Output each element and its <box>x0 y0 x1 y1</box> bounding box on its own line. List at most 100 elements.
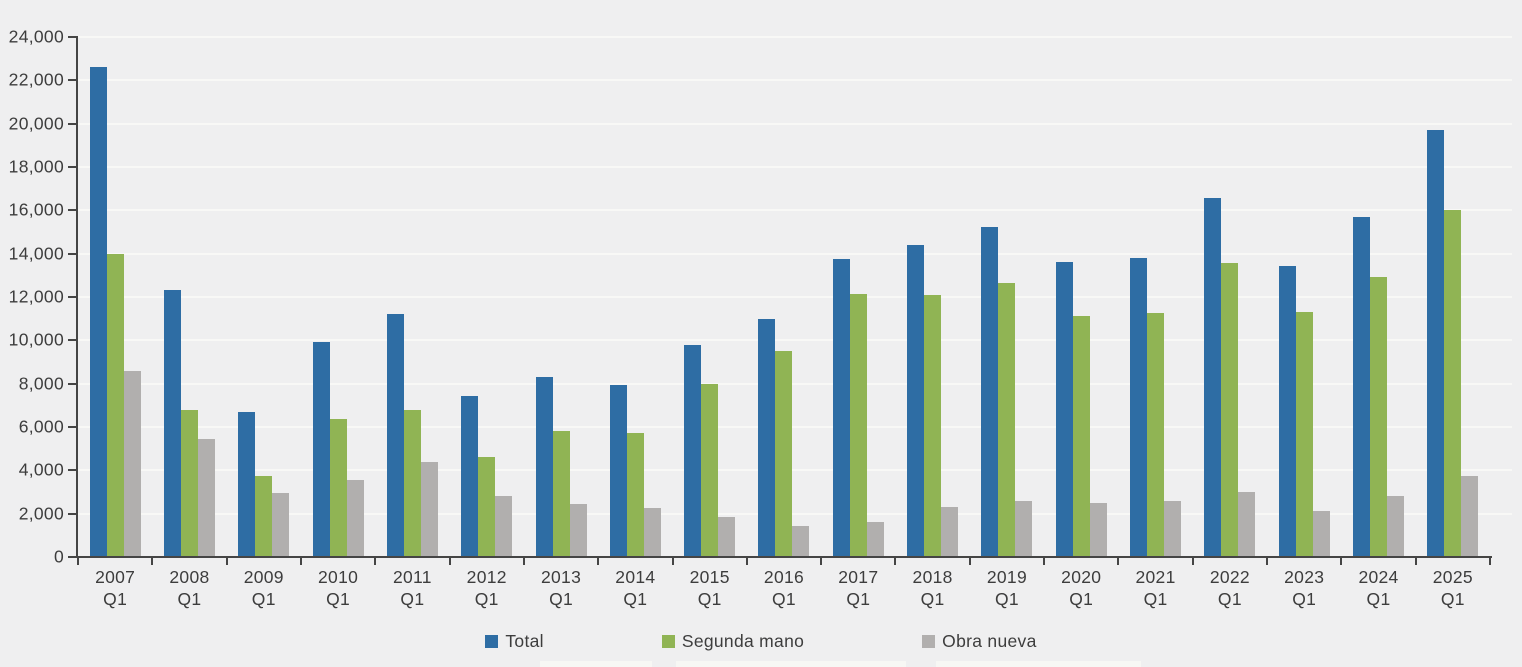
x-axis-label: 2019 Q1 <box>970 566 1044 610</box>
x-axis-label: 2013 Q1 <box>524 566 598 610</box>
x-axis-tick <box>374 558 377 565</box>
cutoff-strip <box>936 661 1141 667</box>
legend-label: Segunda mano <box>681 631 805 651</box>
y-axis-label: 0 <box>53 546 64 567</box>
y-axis-label: 10,000 <box>8 329 64 350</box>
bar-obra-nueva <box>420 462 438 557</box>
bar-group <box>1193 36 1267 557</box>
x-axis-label: 2015 Q1 <box>673 566 747 610</box>
bar-group <box>1267 36 1341 557</box>
y-axis-label: 24,000 <box>8 26 64 47</box>
bar-total <box>386 314 404 557</box>
bar-segunda-mano <box>106 254 124 557</box>
x-axis-label: 2023 Q1 <box>1267 566 1341 610</box>
grid-line <box>78 512 1512 515</box>
legend-swatch <box>485 635 499 648</box>
x-axis-label-year: 2016 <box>763 567 805 587</box>
x-axis-label: 2012 Q1 <box>450 566 524 610</box>
bar-segunda-mano <box>924 295 942 557</box>
x-axis-tick <box>1414 558 1417 565</box>
x-axis-tick <box>968 558 971 565</box>
y-axis-tick <box>68 122 76 125</box>
y-axis-label: 4,000 <box>18 459 64 480</box>
bar-obra-nueva <box>1238 492 1256 557</box>
x-axis-label: 2025 Q1 <box>1416 566 1490 610</box>
bar-group <box>450 36 524 557</box>
y-axis-tick <box>68 556 76 558</box>
bar-obra-nueva <box>1387 496 1405 557</box>
x-axis-label: 2009 Q1 <box>227 566 301 610</box>
x-axis-label-quarter: Q1 <box>623 589 648 609</box>
y-axis-tick <box>68 382 76 385</box>
bar-total <box>1353 217 1371 557</box>
bar-total <box>832 259 850 557</box>
legend: Total Segunda mano Obra nueva <box>0 631 1522 652</box>
legend-swatch <box>922 635 936 648</box>
bar-total <box>1278 266 1296 557</box>
bar-obra-nueva <box>1461 476 1479 557</box>
bar-group <box>524 36 598 557</box>
bar-segunda-mano <box>1147 313 1165 557</box>
bar-obra-nueva <box>718 517 736 557</box>
legend-item-total: Total <box>485 631 544 652</box>
x-axis-tick <box>1117 558 1120 565</box>
bar-group <box>375 36 449 557</box>
x-axis-label: 2008 Q1 <box>152 566 226 610</box>
x-axis-tick <box>77 558 79 565</box>
bar-segunda-mano <box>849 294 867 557</box>
x-axis-label-quarter: Q1 <box>994 589 1019 609</box>
bar-group <box>152 36 226 557</box>
y-axis-line <box>76 36 78 558</box>
y-axis-label: 2,000 <box>18 503 64 524</box>
x-axis-label-year: 2022 <box>1209 567 1250 587</box>
grid-line <box>78 122 1512 125</box>
grid-line <box>78 79 1512 82</box>
bar-group <box>895 36 969 557</box>
bar-total <box>461 396 479 557</box>
x-axis-label-year: 2017 <box>838 567 879 587</box>
x-axis-tick <box>820 558 823 565</box>
legend-item-obra-nueva: Obra nueva <box>922 631 1036 652</box>
bar-group <box>1416 36 1490 557</box>
y-axis-tick <box>68 79 76 82</box>
x-axis-label-year: 2012 <box>466 567 507 587</box>
x-axis-tick <box>1043 558 1046 565</box>
bar-total <box>609 385 627 557</box>
y-axis-tick <box>68 339 76 342</box>
bar-total <box>535 377 553 557</box>
bar-obra-nueva <box>1089 503 1107 557</box>
y-axis-tick <box>68 209 76 212</box>
y-axis-label: 22,000 <box>8 69 64 90</box>
bar-obra-nueva <box>272 493 290 557</box>
x-axis-label-quarter: Q1 <box>772 589 796 609</box>
y-axis-tick <box>68 36 76 38</box>
legend-label: Total <box>505 631 544 651</box>
bar-total <box>1427 130 1445 557</box>
bar-obra-nueva <box>941 507 959 557</box>
legend-swatch <box>661 635 675 648</box>
x-axis-label-year: 2020 <box>1061 567 1102 587</box>
x-axis-label: 2014 Q1 <box>598 566 672 610</box>
bar-obra-nueva <box>1164 501 1182 557</box>
x-axis-label-quarter: Q1 <box>177 589 202 609</box>
bar-group <box>747 36 821 557</box>
x-axis-tick <box>448 558 451 565</box>
cutoff-strip <box>676 661 906 667</box>
bar-obra-nueva <box>866 522 884 557</box>
bar-group <box>1341 36 1415 557</box>
x-axis-line <box>76 556 1492 558</box>
bar-obra-nueva <box>569 504 587 557</box>
x-axis-label: 2020 Q1 <box>1044 566 1118 610</box>
x-axis-label-year: 2014 <box>615 567 656 587</box>
x-axis-tick <box>299 558 302 565</box>
y-axis-tick <box>68 426 76 428</box>
x-axis-tick <box>151 558 154 565</box>
x-axis-label-year: 2013 <box>540 567 582 587</box>
legend-item-segunda-mano: Segunda mano <box>661 631 805 652</box>
bar-total <box>758 319 776 557</box>
x-axis-tick <box>522 558 525 565</box>
bar-group <box>227 36 301 557</box>
bar-obra-nueva <box>346 480 364 557</box>
bar-segunda-mano <box>478 457 496 557</box>
